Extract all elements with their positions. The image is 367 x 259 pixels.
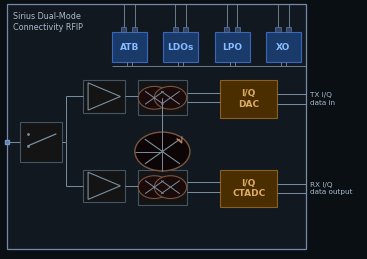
FancyBboxPatch shape [275,27,280,32]
Circle shape [155,86,187,109]
FancyBboxPatch shape [83,80,125,113]
FancyBboxPatch shape [121,27,126,32]
FancyBboxPatch shape [112,32,147,62]
Text: I/Q
DAC: I/Q DAC [238,89,259,109]
FancyBboxPatch shape [266,32,301,62]
FancyBboxPatch shape [7,4,306,249]
Text: LDOs: LDOs [168,43,194,52]
Text: ATB: ATB [120,43,139,52]
FancyBboxPatch shape [138,170,187,205]
FancyBboxPatch shape [220,170,277,207]
Text: I/Q
CTADC: I/Q CTADC [232,179,265,198]
Circle shape [135,132,190,171]
Text: RX I/Q
data output: RX I/Q data output [310,182,353,195]
FancyBboxPatch shape [132,27,137,32]
Text: XO: XO [276,43,291,52]
Text: LPO: LPO [222,43,242,52]
Text: TX I/Q
data in: TX I/Q data in [310,92,335,106]
FancyBboxPatch shape [286,27,291,32]
FancyBboxPatch shape [183,27,189,32]
FancyBboxPatch shape [220,80,277,118]
Polygon shape [88,83,120,110]
Polygon shape [88,172,120,199]
FancyBboxPatch shape [235,27,240,32]
Circle shape [155,176,187,199]
FancyBboxPatch shape [138,80,187,115]
FancyBboxPatch shape [215,32,250,62]
FancyBboxPatch shape [83,170,125,202]
Text: Sirius Dual-Mode
Connectivity RFIP: Sirius Dual-Mode Connectivity RFIP [13,12,83,32]
Circle shape [138,86,170,109]
FancyBboxPatch shape [172,27,178,32]
FancyBboxPatch shape [20,122,62,162]
FancyBboxPatch shape [224,27,229,32]
FancyBboxPatch shape [163,32,198,62]
Circle shape [138,176,170,199]
